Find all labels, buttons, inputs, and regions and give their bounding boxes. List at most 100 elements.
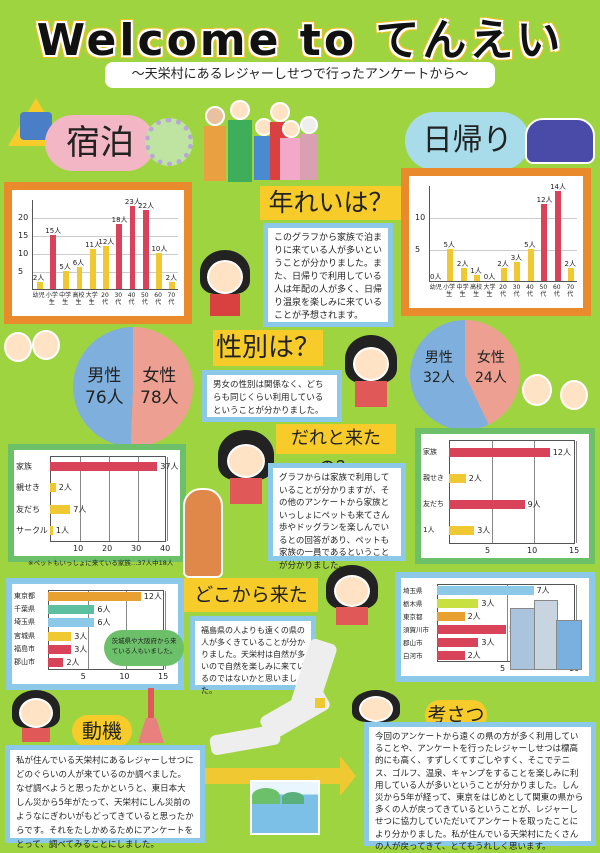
y-tick: 5 (415, 245, 421, 254)
motive-text-body: 私が住んでいる天栄村にあるレジャーしせつにどのぐらいの人が来ているのか調べました… (16, 756, 194, 850)
daytrip-male-text: 男性 (424, 350, 453, 366)
daytrip-label: 日帰り (422, 123, 513, 158)
boy-girl-illustration-left (4, 326, 64, 376)
data-label: 23人 (124, 198, 141, 207)
bar (449, 500, 525, 509)
car-illustration (525, 118, 595, 164)
daytrip-male-value: 32人 (423, 370, 455, 386)
gridline (109, 457, 110, 541)
category-label: 50代 (140, 292, 149, 306)
category-label: 幼児 (429, 284, 442, 291)
category-label: 栃木県 (403, 599, 423, 608)
bar (449, 526, 475, 535)
bar (474, 274, 481, 281)
data-label: 18人 (111, 216, 128, 225)
bar (169, 281, 176, 289)
bar (449, 448, 550, 457)
data-label: 1人 (470, 266, 482, 275)
category-label: 60代 (154, 292, 162, 306)
plot-area (449, 440, 577, 544)
origin-text-body: 福島県の人よりも遠くの県の人が多くきていることが分かりました。天栄村は自然が多い… (201, 626, 305, 695)
category-label: 白河市 (403, 651, 423, 660)
gender-text: 男女の性別は関係なく、どちらも同じくらい利用しているということが分かりました。 (202, 370, 342, 422)
data-label: 1人 (55, 526, 69, 536)
page-title: Welcome to てんえい (36, 15, 564, 66)
data-label: 12人 (143, 591, 162, 601)
origin-bubble: 茨城県や大阪府から来ている人もいました。 (104, 630, 184, 666)
gender-heading: 性別は？ (213, 330, 323, 366)
landscape-illustration (250, 780, 320, 835)
bar (48, 658, 64, 668)
companion-heading: だれと来たの？ (276, 424, 396, 479)
age-text: このグラフから家族で泊まりに来ている人が多いということが分かりました。また、日帰… (263, 223, 393, 327)
gridline (492, 441, 493, 543)
data-label: 2人 (564, 260, 576, 269)
data-label: 0人 (429, 273, 442, 281)
origin-heading: どこから来たの？ (184, 578, 318, 640)
category-label: 30代 (114, 292, 123, 306)
bar (76, 267, 83, 289)
plot-area (429, 186, 577, 282)
category-label: 親せき (16, 483, 40, 493)
daytrip-female-value: 24人 (475, 370, 507, 386)
plot-area (50, 456, 168, 542)
data-label: 14人 (550, 183, 566, 192)
category-label: 70代 (167, 292, 176, 306)
data-label: 12人 (552, 448, 571, 457)
x-tick: 10 (527, 546, 538, 555)
bar (156, 253, 162, 289)
data-label: 6人 (97, 618, 111, 628)
bar (447, 249, 454, 281)
bar (50, 461, 158, 471)
daytrip-female-label: 女性 24人 (475, 348, 507, 388)
data-label: 15人 (45, 227, 62, 235)
gender-heading-text: 性別は？ (215, 333, 320, 363)
bar (142, 209, 149, 289)
companion-note: ※ペットもいっしょに来ている家族…37人中18人 (28, 557, 188, 567)
bar (49, 235, 56, 289)
category-label: 埼玉県 (403, 586, 423, 595)
category-label: 40代 (127, 292, 136, 306)
stay-male-label: 男性 76人 (85, 365, 124, 409)
bar (48, 591, 141, 601)
category-label: 大学生 (483, 284, 496, 298)
y-tick: 5 (18, 267, 24, 276)
data-label: 3人 (481, 637, 495, 647)
daytrip-age-chart: 5 10 0人 幼児 5人 小学生 2人 中学生 1人 高校生 0人 大学生 2人 20代 3人 30代 5人 4… (401, 168, 591, 316)
category-label: 友だち (423, 500, 444, 508)
category-label: 大学生 (85, 292, 98, 306)
arrow-head-icon (340, 756, 356, 796)
stay-origin-chart: 5 10 15 12人 東京都 6人 千葉県 6人 埼玉県 3人 宮城県 3人 福島市 2人 郡山市 (6, 578, 184, 690)
age-heading-text: 年れいは？ (268, 188, 394, 217)
bar (437, 624, 506, 634)
stay-companion-chart: 10 20 30 40 37人 家族 2人 親せき 7人 友だち 1人 サークル (8, 444, 186, 562)
category-label: 家族 (423, 448, 437, 456)
bar (63, 271, 70, 289)
y-tick: 10 (415, 213, 426, 222)
data-label: 12人 (536, 196, 553, 205)
data-label: 3人 (74, 631, 88, 641)
daytrip-gender-pie (410, 320, 520, 430)
data-label: 3人 (481, 598, 495, 608)
data-label: 9人 (527, 500, 541, 509)
subtitle: ～天栄村にあるレジャーしせつで行ったアンケートから～ (105, 62, 495, 88)
bar (48, 645, 72, 654)
category-label: 郡山市 (403, 638, 423, 647)
gridline (576, 441, 577, 543)
category-label: 親せき (423, 474, 444, 482)
category-label: 宮城県 (14, 631, 35, 640)
consideration-text: 今回のアンケートから遠くの県の方が多く利用していることや、アンケートを行ったレジ… (364, 722, 596, 852)
bar (48, 631, 72, 641)
data-label: 3人 (510, 253, 523, 262)
bar (116, 224, 123, 289)
x-tick: 10 (73, 544, 84, 553)
category-label: 50代 (539, 284, 548, 298)
category-label: 中学生 (59, 292, 72, 306)
data-label: 2人 (467, 650, 481, 660)
gridline (430, 250, 577, 251)
x-tick: 15 (569, 546, 580, 555)
data-label: 5人 (443, 241, 455, 249)
category-label: 埼玉県 (14, 618, 35, 627)
category-label: 友だち (16, 504, 40, 514)
bar (50, 504, 71, 514)
